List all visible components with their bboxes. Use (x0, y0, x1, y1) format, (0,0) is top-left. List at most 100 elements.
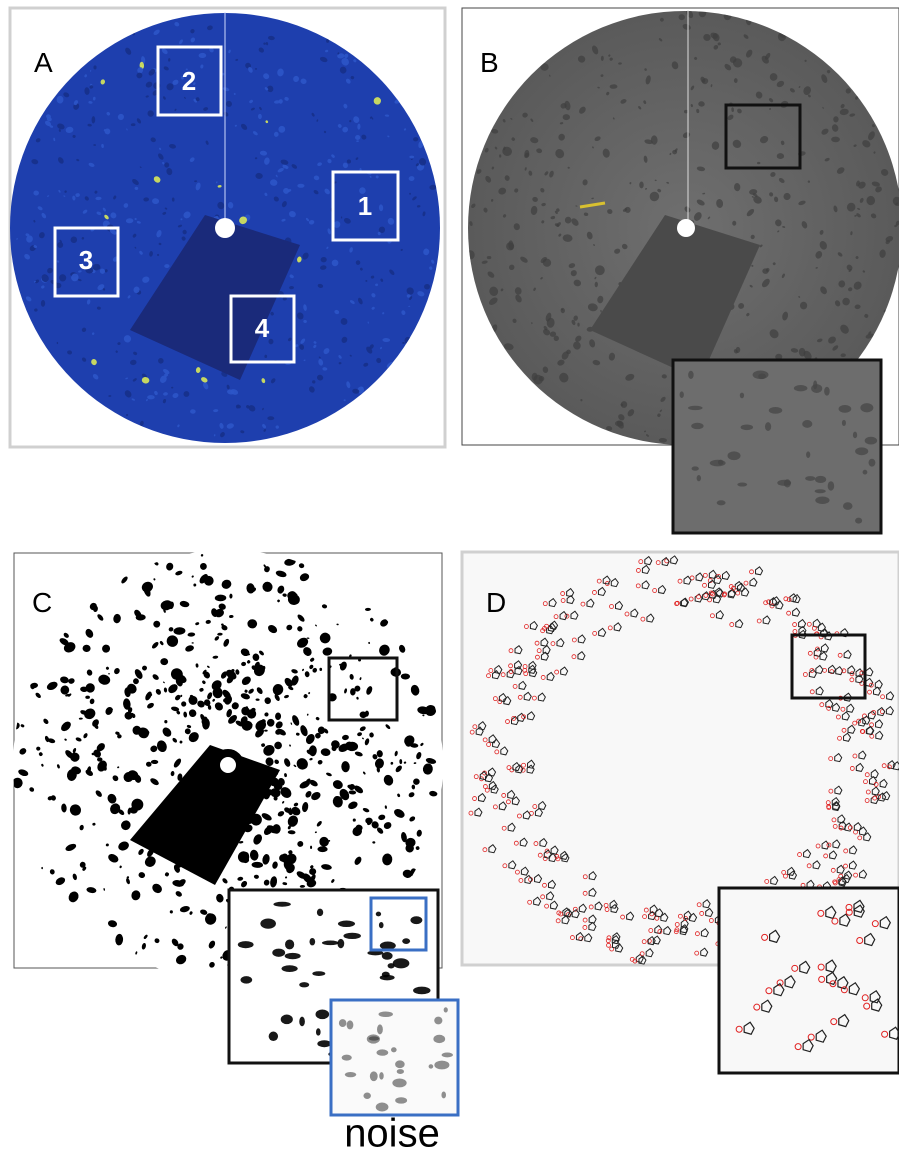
speckle (285, 953, 301, 959)
region-label: 4 (255, 313, 270, 343)
speckle (860, 403, 873, 412)
speckle (370, 1071, 378, 1081)
speckle (688, 371, 694, 379)
panel-label: C (32, 587, 52, 618)
speckle (680, 391, 684, 398)
speckle (376, 1102, 389, 1111)
speckle (281, 1015, 293, 1025)
center-dot (677, 219, 695, 237)
speckle (688, 406, 703, 410)
speckle (377, 1049, 389, 1055)
speckle (717, 500, 726, 505)
speckle (273, 902, 290, 907)
speckle (863, 470, 868, 475)
speckle (317, 1040, 331, 1047)
speckle (409, 156, 414, 159)
speckle (285, 939, 294, 949)
region-label: 3 (79, 245, 93, 275)
region-label: 2 (182, 66, 196, 96)
speckle (317, 846, 327, 852)
speckle (297, 184, 304, 188)
speckle (377, 1024, 383, 1034)
speckle (393, 958, 410, 968)
speckle (238, 941, 254, 948)
speckle (117, 734, 122, 738)
speckle (337, 939, 344, 948)
speckle (380, 942, 396, 950)
speckle (343, 933, 361, 939)
speckle (434, 1017, 442, 1025)
speckle (397, 1069, 404, 1074)
center-dot (216, 753, 240, 777)
speckle (388, 963, 395, 968)
speckle (392, 1078, 406, 1087)
speckle (824, 387, 830, 396)
speckle (865, 437, 877, 445)
speckle (379, 1072, 383, 1080)
speckle (147, 395, 155, 399)
speckle (413, 987, 430, 995)
speckle (380, 975, 395, 980)
speckle (433, 1035, 445, 1043)
speckle (151, 760, 158, 764)
speckle (444, 1007, 448, 1012)
speckle (563, 114, 570, 120)
speckle (802, 420, 812, 428)
speckle (267, 416, 274, 420)
speckle (843, 502, 853, 510)
speckle (347, 1020, 354, 1029)
panel-label: D (486, 587, 506, 618)
speckle (869, 459, 876, 467)
speckle (855, 447, 868, 455)
speckle (815, 496, 829, 504)
speckle (777, 480, 791, 486)
speckle (855, 518, 862, 524)
panel-label: A (34, 47, 53, 78)
speckle (727, 451, 740, 460)
speckle (815, 489, 826, 493)
speckle (655, 180, 657, 181)
speckle (299, 982, 309, 987)
speckle (272, 949, 285, 957)
speckle (691, 423, 703, 429)
speckle (769, 407, 783, 414)
speckle (853, 432, 857, 439)
speckle (710, 460, 726, 467)
panel-b: B (462, 8, 899, 533)
speckle (692, 466, 699, 470)
speckle (260, 918, 276, 928)
speckle (402, 938, 410, 944)
speckle (376, 912, 381, 917)
speckle (316, 1028, 321, 1035)
region-label: 1 (358, 191, 372, 221)
speckle (842, 420, 846, 426)
speckle (338, 921, 355, 927)
speckle (312, 971, 325, 976)
speckle (441, 1091, 446, 1098)
speckle (379, 922, 384, 928)
speckle (434, 1061, 449, 1070)
speckle (391, 1047, 397, 1052)
figure: A 2 1 3 4 B C noise (0, 0, 899, 1151)
center-dot (215, 218, 235, 238)
speckle (758, 373, 766, 379)
speckle (379, 1011, 393, 1017)
speckle (794, 385, 808, 391)
speckle (282, 965, 298, 972)
speckle (429, 1064, 434, 1068)
speckle (697, 475, 701, 481)
inset (719, 888, 899, 1073)
speckle (815, 476, 826, 483)
panel-c: C noise (12, 550, 458, 1151)
speckle (363, 1093, 370, 1099)
panel-a: A 2 1 3 4 (10, 8, 445, 447)
speckle (317, 909, 323, 917)
speckle (289, 286, 294, 289)
panel-d: D (462, 552, 899, 1073)
speckle (805, 476, 815, 481)
speckle (171, 387, 173, 389)
speckle (410, 916, 422, 924)
speckle (828, 481, 835, 490)
speckle (240, 976, 252, 983)
speckle (269, 1032, 278, 1041)
